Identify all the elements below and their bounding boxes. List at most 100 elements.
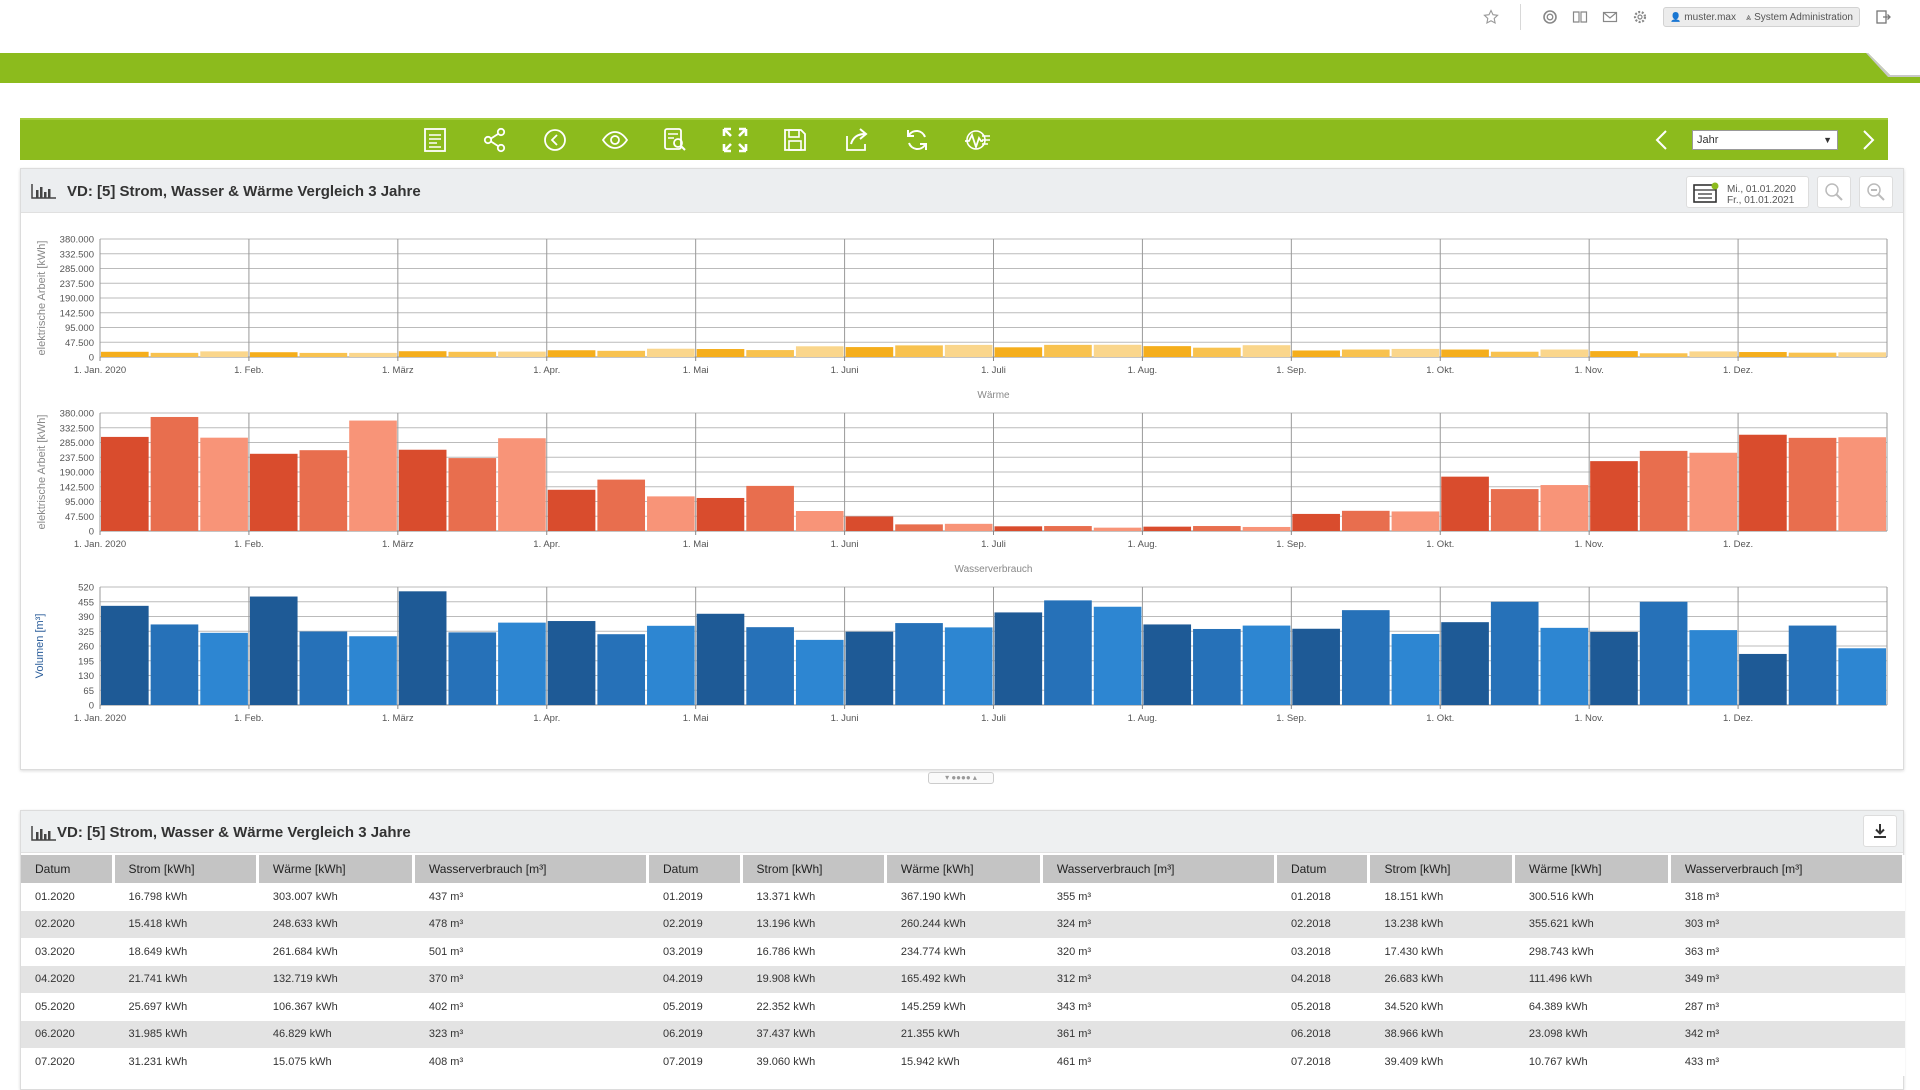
bar <box>994 612 1043 705</box>
bar <box>249 453 298 531</box>
bar <box>398 351 447 357</box>
column-header[interactable]: Datum <box>21 855 115 883</box>
column-header[interactable]: Wasserverbrauch [m³] <box>414 855 649 883</box>
star-icon[interactable] <box>1476 6 1506 28</box>
table-cell: 06.2020 <box>21 1020 115 1048</box>
bar <box>1838 437 1886 531</box>
x-tick-label: 1. Dez. <box>1723 713 1753 724</box>
refresh-button[interactable] <box>902 126 932 154</box>
table-cell: 04.2019 <box>648 965 743 993</box>
column-header[interactable]: Strom [kWh] <box>1370 855 1515 883</box>
user-name-text: muster.max <box>1684 11 1736 23</box>
bar <box>597 479 646 531</box>
mail-icon[interactable] <box>1595 6 1625 28</box>
save-button[interactable] <box>780 126 810 154</box>
bar <box>1242 345 1291 357</box>
next-period-arrow-icon[interactable] <box>1858 128 1878 152</box>
table-cell: 303.007 kWh <box>258 883 415 911</box>
x-tick-label: 1. Feb. <box>234 539 264 550</box>
bar <box>1689 630 1738 705</box>
x-tick-label: 1. Mai <box>683 713 709 724</box>
user-icon: 👤 <box>1670 11 1682 22</box>
table-cell: 04.2020 <box>21 965 115 993</box>
table-cell: 363 m³ <box>1670 938 1905 966</box>
column-header[interactable]: Wärme [kWh] <box>258 855 415 883</box>
panel-resize-handle[interactable]: ▾ ●●●● ▴ <box>928 772 994 784</box>
column-header[interactable]: Strom [kWh] <box>742 855 887 883</box>
fullscreen-button[interactable] <box>720 126 750 154</box>
chevron-down-icon: ▼ <box>1823 135 1832 145</box>
bar <box>1093 606 1142 705</box>
table-cell: 25.697 kWh <box>114 993 259 1021</box>
gear-icon[interactable] <box>1625 6 1655 28</box>
table-cell: 03.2020 <box>21 938 115 966</box>
column-header[interactable]: Datum <box>1276 855 1371 883</box>
share-button[interactable] <box>480 126 510 154</box>
y-tick-label: 142.500 <box>60 308 94 319</box>
eye-button[interactable] <box>600 126 630 154</box>
table-cell: 15.075 kWh <box>258 1048 415 1076</box>
table-cell: 408 m³ <box>414 1048 649 1076</box>
bar <box>795 346 844 357</box>
lifebuoy-icon[interactable] <box>1535 6 1565 28</box>
search-doc-icon <box>664 128 686 151</box>
bar <box>498 351 546 357</box>
top-bar-icons: 👤 muster.max ⩓ System Administration <box>1476 4 1898 30</box>
table-cell: 07.2018 <box>1276 1048 1371 1076</box>
x-tick-label: 1. Juli <box>981 539 1006 550</box>
bar <box>1590 351 1638 357</box>
logout-icon[interactable] <box>1868 6 1898 28</box>
y-tick-label: 142.500 <box>60 482 94 493</box>
bar <box>1193 526 1241 531</box>
period-select-value: Jahr <box>1697 134 1719 146</box>
zoom-in-button[interactable] <box>1817 176 1851 208</box>
download-icon <box>1874 824 1886 838</box>
table-cell: 437 m³ <box>414 883 649 911</box>
back-button[interactable] <box>540 126 570 154</box>
y-axis-label: elektrische Arbeit [kWh] <box>36 415 48 530</box>
bar <box>1292 628 1340 705</box>
table-cell: 01.2019 <box>648 883 743 911</box>
bar <box>944 627 993 705</box>
table-cell: 106.367 kWh <box>258 993 415 1021</box>
column-header[interactable]: Wärme [kWh] <box>1514 855 1671 883</box>
x-tick-label: 1. Jan. 2020 <box>74 713 126 724</box>
export-button[interactable] <box>842 126 872 154</box>
y-axis-label: Volumen [m³] <box>34 614 46 679</box>
x-tick-label: 1. Nov. <box>1574 365 1603 376</box>
divider <box>1520 4 1522 30</box>
column-header[interactable]: Datum <box>648 855 743 883</box>
search-doc-button[interactable] <box>660 126 690 154</box>
table-cell: 16.798 kWh <box>114 883 259 911</box>
bar <box>299 631 348 705</box>
book-icon[interactable] <box>1565 6 1595 28</box>
table-cell: 05.2018 <box>1276 993 1371 1021</box>
table-cell: 145.259 kWh <box>886 993 1043 1021</box>
signal-button[interactable] <box>962 126 992 154</box>
bar <box>1044 526 1092 531</box>
column-header[interactable]: Wasserverbrauch [m³] <box>1670 855 1905 883</box>
column-header[interactable]: Strom [kWh] <box>114 855 259 883</box>
report-button[interactable] <box>420 126 450 154</box>
table-cell: 165.492 kWh <box>886 965 1043 993</box>
zoom-out-button[interactable] <box>1859 176 1893 208</box>
bar <box>795 639 844 705</box>
bar <box>1739 352 1787 357</box>
x-tick-label: 1. Jan. 2020 <box>74 539 126 550</box>
bar <box>1490 489 1539 531</box>
x-tick-label: 1. Jan. 2020 <box>74 365 126 376</box>
x-tick-label: 1. Apr. <box>533 365 560 376</box>
y-tick-label: 260 <box>78 642 94 653</box>
table-cell: 07.2020 <box>21 1048 115 1076</box>
period-select[interactable]: Jahr ▼ <box>1692 130 1838 150</box>
previous-period-arrow-icon[interactable] <box>1652 128 1672 152</box>
table-header-row: Datum Strom [kWh] Wärme [kWh] Wasserverbrau… <box>21 855 1905 883</box>
download-button[interactable] <box>1863 815 1897 847</box>
chart-title: Wasserverbrauch <box>955 564 1033 575</box>
date-range-picker[interactable]: Mi., 01.01.2020 Fr., 01.01.2021 <box>1686 176 1809 208</box>
column-header[interactable]: Wärme [kWh] <box>886 855 1043 883</box>
user-box[interactable]: 👤 muster.max ⩓ System Administration <box>1663 7 1860 27</box>
table-cell: 318 m³ <box>1670 883 1905 911</box>
table-panel-header: VD: [5] Strom, Wasser & Wärme Vergleich … <box>21 811 1903 853</box>
column-header[interactable]: Wasserverbrauch [m³] <box>1042 855 1277 883</box>
